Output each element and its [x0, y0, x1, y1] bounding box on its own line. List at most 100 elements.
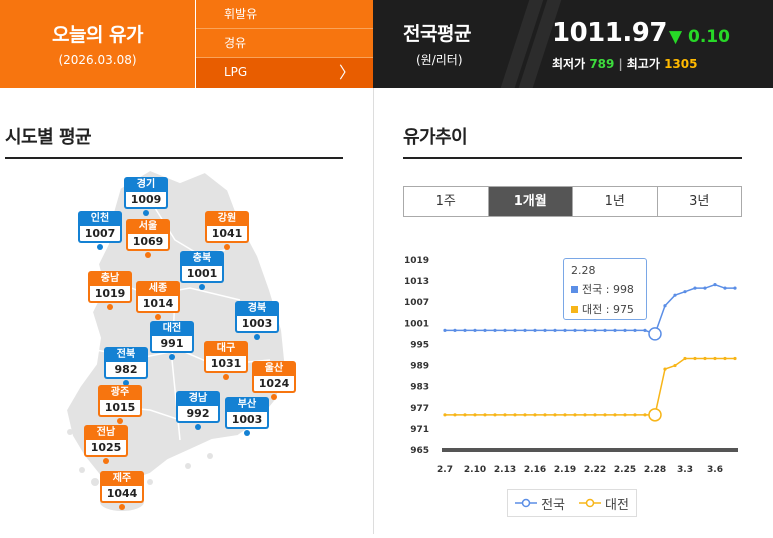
data-point: [553, 328, 557, 332]
data-point: [553, 413, 557, 417]
fuel-menu-lpg[interactable]: LPG 〉: [196, 58, 373, 88]
region-pin[interactable]: 제주 1044: [100, 471, 144, 510]
region-price: 1069: [126, 234, 170, 251]
data-point: [663, 367, 667, 371]
region-pin[interactable]: 강원 1041: [205, 211, 249, 250]
region-pin[interactable]: 전북 982: [104, 347, 148, 386]
data-point: [453, 328, 457, 332]
chart-tooltip: 2.28 전국 : 998 대전 : 975: [563, 258, 647, 320]
data-point: [543, 413, 547, 417]
y-tick-label: 1019: [404, 256, 429, 266]
data-point: [583, 328, 587, 332]
legend-line-icon: [579, 498, 601, 508]
fuel-menu-label: LPG: [224, 65, 248, 79]
tab-1-year[interactable]: 1년: [573, 187, 658, 216]
region-pin[interactable]: 서울 1069: [126, 219, 170, 258]
fuel-menu: 휘발유 경유 LPG 〉: [195, 0, 373, 88]
tab-1-week[interactable]: 1주: [404, 187, 489, 216]
data-point: [673, 363, 677, 368]
region-pin[interactable]: 충북 1001: [180, 251, 224, 290]
data-point: [633, 328, 637, 332]
legend-item-national[interactable]: 전국: [515, 494, 565, 513]
region-name: 서울: [126, 219, 170, 234]
data-point: [733, 356, 737, 361]
data-point: [693, 356, 697, 361]
tooltip-swatch: [571, 305, 578, 313]
series-line: [445, 283, 735, 335]
region-pin[interactable]: 경기 1009: [124, 177, 168, 216]
data-point: [623, 328, 627, 332]
region-name: 충남: [88, 271, 132, 286]
region-price: 1024: [252, 376, 296, 393]
region-name: 경남: [176, 391, 220, 406]
data-point: [563, 328, 567, 332]
data-point: [533, 328, 537, 332]
region-pin[interactable]: 울산 1024: [252, 361, 296, 400]
data-point: [723, 356, 727, 361]
data-point: [523, 413, 527, 417]
region-dot: [254, 334, 260, 340]
y-tick-label: 1001: [404, 319, 429, 329]
trend-title: 유가추이: [403, 127, 468, 148]
region-pin[interactable]: 광주 1015: [98, 385, 142, 424]
region-pin[interactable]: 세종 1014: [136, 281, 180, 320]
data-point: [523, 328, 527, 332]
data-point: [733, 286, 737, 290]
tab-1-month[interactable]: 1개월: [488, 187, 573, 216]
data-point: [563, 413, 567, 417]
region-price: 1019: [88, 286, 132, 303]
tooltip-row-national: 전국 : 998: [582, 283, 634, 296]
region-price: 992: [176, 406, 220, 423]
national-average-unit: (원/리터): [416, 53, 463, 67]
data-point: [463, 328, 467, 332]
y-tick-label: 995: [410, 340, 429, 350]
chart-legend: 전국 대전: [507, 489, 637, 517]
region-price: 1044: [100, 486, 144, 503]
region-price: 1009: [124, 192, 168, 209]
national-average-panel: 전국평균 (원/리터) 1011.97 ▼ 0.10 최저가 789 | 최고가 1…: [373, 0, 773, 88]
fuel-menu-diesel[interactable]: 경유: [196, 29, 373, 58]
y-tick-label: 989: [410, 362, 429, 372]
region-pin[interactable]: 전남 1025: [84, 425, 128, 464]
region-price: 1015: [98, 400, 142, 417]
min-price-label: 최저가: [552, 57, 586, 71]
data-point: [583, 413, 587, 417]
data-point: [473, 413, 477, 417]
x-tick-label: 2.25: [614, 465, 636, 475]
data-point: [603, 413, 607, 417]
x-tick-label: 2.19: [554, 465, 576, 475]
region-pin[interactable]: 부산 1003: [225, 397, 269, 436]
region-pin[interactable]: 대전 991: [150, 321, 194, 360]
series-line: [445, 357, 735, 416]
data-point: [453, 413, 457, 417]
data-point: [613, 413, 617, 417]
region-pin[interactable]: 대구 1031: [204, 341, 248, 380]
x-tick-label: 2.28: [644, 465, 666, 475]
region-pin[interactable]: 충남 1019: [88, 271, 132, 310]
data-point: [643, 413, 647, 417]
region-name: 대전: [150, 321, 194, 336]
region-pin[interactable]: 경북 1003: [235, 301, 279, 340]
header-title: 오늘의 유가: [51, 24, 144, 46]
y-tick-label: 977: [410, 404, 429, 414]
price-trend-chart[interactable]: 965 971 977 983 989 995 1001 1007 1013 1019 2.7 2.1…: [373, 240, 773, 534]
region-name: 전남: [84, 425, 128, 440]
region-pin[interactable]: 경남 992: [176, 391, 220, 430]
region-price: 1041: [205, 226, 249, 243]
legend-item-daejeon[interactable]: 대전: [579, 494, 629, 513]
national-average-price: 1011.97: [552, 18, 667, 48]
region-pin[interactable]: 인천 1007: [78, 211, 122, 250]
data-point: [593, 328, 597, 332]
tab-3-years[interactable]: 3년: [689, 194, 710, 209]
region-dot: [119, 504, 125, 510]
y-tick-label: 1007: [404, 298, 429, 308]
fuel-menu-gasoline[interactable]: 휘발유: [196, 0, 373, 29]
chevron-right-icon: 〉: [338, 63, 355, 82]
region-name: 인천: [78, 211, 122, 226]
region-dot: [145, 252, 151, 258]
region-price: 1007: [78, 226, 122, 243]
data-point: [483, 413, 487, 417]
data-point: [573, 413, 577, 417]
column-divider: [373, 88, 374, 534]
period-tabs: 1주 1개월 1년 3년: [403, 186, 742, 217]
